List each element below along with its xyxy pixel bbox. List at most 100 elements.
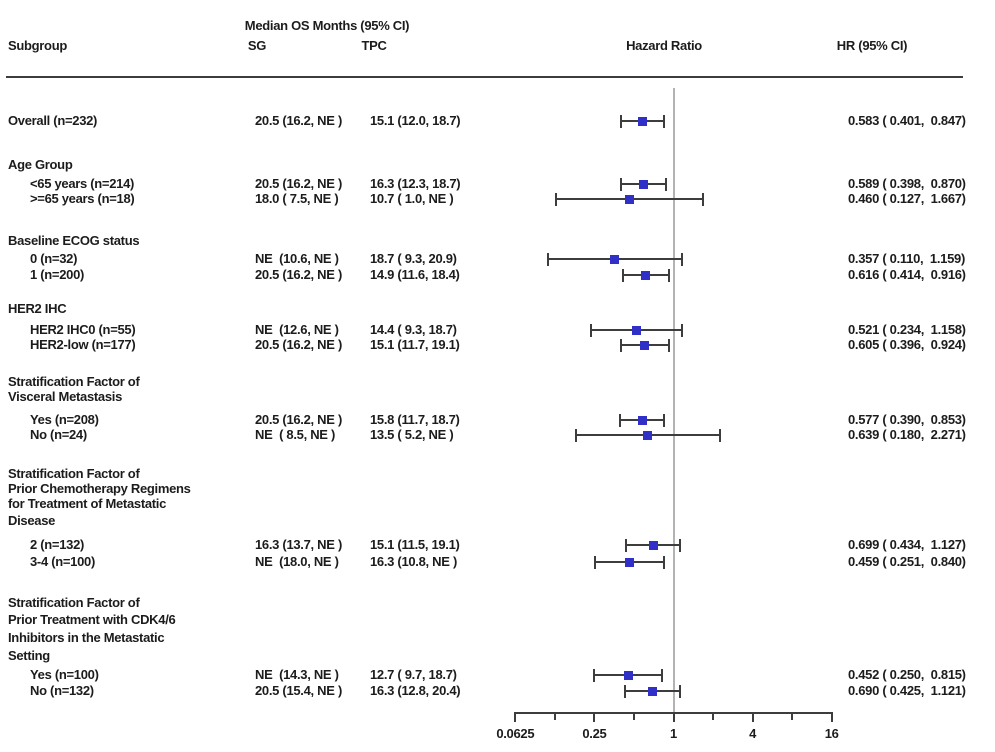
subgroup-label: Yes (n=100) xyxy=(30,667,99,682)
section-row: Prior Chemotherapy Regimens xyxy=(0,481,995,497)
section-label: HER2 IHC xyxy=(8,301,67,316)
subgroup-row: HER2-low (n=177) 20.5 (16.2, NE ) 15.1 (11… xyxy=(0,337,995,353)
subgroup-row: <65 years (n=214) 20.5 (16.2, NE ) 16.3 (1… xyxy=(0,176,995,192)
tpc-value: 15.1 (11.7, 19.1) xyxy=(370,337,460,352)
hr-ci-value: 0.452 ( 0.250, 0.815) xyxy=(848,667,966,682)
x-axis-tick-label: 16 xyxy=(824,726,839,741)
section-label: Stratification Factor of xyxy=(8,466,140,481)
hr-ci-value: 0.589 ( 0.398, 0.870) xyxy=(848,176,966,191)
hr-marker xyxy=(623,670,633,680)
ci-cap-high xyxy=(701,192,704,206)
subgroup-label: <65 years (n=214) xyxy=(30,176,135,191)
ci-cap-high xyxy=(679,538,682,552)
hr-ci-value: 0.699 ( 0.434, 1.127) xyxy=(848,537,966,552)
x-axis-tick-label: 1 xyxy=(670,726,677,741)
tpc-value: 16.3 (12.3, 18.7) xyxy=(370,176,461,191)
subgroup-row: Yes (n=100) NE (14.3, NE ) 12.7 ( 9.7, 18.… xyxy=(0,667,995,683)
tpc-value: 15.1 (12.0, 18.7) xyxy=(370,113,461,128)
x-axis-minor-tick xyxy=(712,712,714,720)
hr-marker xyxy=(648,540,658,550)
subgroup-row: HER2 IHC0 (n=55) NE (12.6, NE ) 14.4 ( 9.3… xyxy=(0,322,995,338)
section-row: Stratification Factor of xyxy=(0,595,995,611)
ci-cap-low xyxy=(618,413,621,427)
ci-cap-high xyxy=(663,413,666,427)
hr-marker xyxy=(637,415,647,425)
hr-ci-value: 0.521 ( 0.234, 1.158) xyxy=(848,322,966,337)
section-row: Inhibitors in the Metastatic xyxy=(0,630,995,646)
ci-cap-high xyxy=(663,114,665,128)
subgroup-header: Subgroup xyxy=(8,38,67,53)
x-axis-minor-tick xyxy=(553,712,556,720)
subgroup-label: >=65 years (n=18) xyxy=(30,191,135,206)
section-label: Setting xyxy=(8,648,50,663)
ci-cap-high xyxy=(680,252,683,266)
tpc-value: 15.1 (11.5, 19.1) xyxy=(370,537,460,552)
hr-ci-value: 0.690 ( 0.425, 1.121) xyxy=(848,683,966,698)
sg-value: 16.3 (13.7, NE ) xyxy=(255,537,342,552)
section-row: Prior Treatment with CDK4/6 xyxy=(0,612,995,628)
tpc-value: 18.7 ( 9.3, 20.9) xyxy=(370,251,457,266)
x-axis-major-tick xyxy=(672,712,675,722)
section-label: Disease xyxy=(8,513,56,528)
subgroup-row: 1 (n=200) 20.5 (16.2, NE ) 14.9 (11.6, 18.… xyxy=(0,267,995,283)
section-row: Visceral Metastasis xyxy=(0,389,995,405)
x-axis-minor-tick xyxy=(633,712,635,720)
section-row: for Treatment of Metastatic xyxy=(0,496,995,512)
ci-cap-low xyxy=(619,338,622,352)
tpc-value: 12.7 ( 9.7, 18.7) xyxy=(370,667,457,682)
subgroup-row: Overall (n=232) 20.5 (16.2, NE ) 15.1 (12.… xyxy=(0,113,995,129)
tpc-value: 10.7 ( 1.0, NE ) xyxy=(370,191,454,206)
subgroup-row: 2 (n=132) 16.3 (13.7, NE ) 15.1 (11.5, 19.… xyxy=(0,537,995,553)
x-axis-tick-label: 4 xyxy=(749,726,757,741)
subgroup-label: Yes (n=208) xyxy=(30,412,99,427)
hr-marker xyxy=(624,557,634,567)
hr-ci-value: 0.639 ( 0.180, 2.271) xyxy=(848,427,966,442)
subgroup-label: No (n=132) xyxy=(30,683,94,698)
tpc-value: 15.8 (11.7, 18.7) xyxy=(370,412,460,427)
subgroup-label: 1 (n=200) xyxy=(30,267,85,282)
header-rule xyxy=(6,76,963,78)
x-axis-major-tick xyxy=(514,712,517,722)
hazard-ratio-header: Hazard Ratio xyxy=(626,38,702,53)
hr-marker xyxy=(638,179,648,189)
subgroup-label: 3-4 (n=100) xyxy=(30,554,95,569)
tpc-value: 16.3 (12.8, 20.4) xyxy=(370,683,461,698)
sg-value: 20.5 (16.2, NE ) xyxy=(255,113,342,128)
section-label: for Treatment of Metastatic xyxy=(8,496,167,511)
section-label: Stratification Factor of xyxy=(8,374,140,389)
hr-marker xyxy=(640,340,650,350)
ci-cap-low xyxy=(593,555,596,569)
subgroup-label: No (n=24) xyxy=(30,427,87,442)
section-row: Baseline ECOG status xyxy=(0,233,995,249)
subgroup-label: 2 (n=132) xyxy=(30,537,85,552)
ci-cap-low xyxy=(622,268,625,282)
tpc-value: 14.4 ( 9.3, 18.7) xyxy=(370,322,457,337)
median-os-header: Median OS Months (95% CI) xyxy=(244,18,410,33)
subgroup-label: 0 (n=32) xyxy=(30,251,78,266)
sg-value: 20.5 (15.4, NE ) xyxy=(255,683,342,698)
section-row: Age Group xyxy=(0,157,995,173)
ci-cap-high xyxy=(667,268,670,282)
sg-column-header: SG xyxy=(247,38,267,53)
ci-cap-low xyxy=(620,114,623,128)
ci-cap-low xyxy=(574,428,577,442)
sg-value: 18.0 ( 7.5, NE ) xyxy=(255,191,339,206)
sg-value: 20.5 (16.2, NE ) xyxy=(255,337,342,352)
ci-cap-high xyxy=(719,428,722,442)
hr-ci-value: 0.583 ( 0.401, 0.847) xyxy=(848,113,966,128)
section-label: Stratification Factor of xyxy=(8,595,140,610)
hr-marker xyxy=(624,194,634,204)
subgroup-label: Overall (n=232) xyxy=(8,113,98,128)
subgroup-label: HER2-low (n=177) xyxy=(30,337,136,352)
section-label: Inhibitors in the Metastatic xyxy=(8,630,165,645)
subgroup-row: No (n=24) NE ( 8.5, NE ) 13.5 ( 5.2, NE ) 0… xyxy=(0,427,995,443)
hr-ci-value: 0.459 ( 0.251, 0.840) xyxy=(848,554,966,569)
hr-ci-value: 0.357 ( 0.110, 1.159) xyxy=(848,251,965,266)
subgroup-row: 0 (n=32) NE (10.6, NE ) 18.7 ( 9.3, 20.9) 0… xyxy=(0,251,995,267)
sg-value: NE (10.6, NE ) xyxy=(255,251,339,266)
hr-marker xyxy=(641,270,651,280)
ci-cap-high xyxy=(662,555,665,569)
x-axis-major-tick xyxy=(593,712,596,722)
subgroup-row: 3-4 (n=100) NE (18.0, NE ) 16.3 (10.8, NE … xyxy=(0,554,995,570)
